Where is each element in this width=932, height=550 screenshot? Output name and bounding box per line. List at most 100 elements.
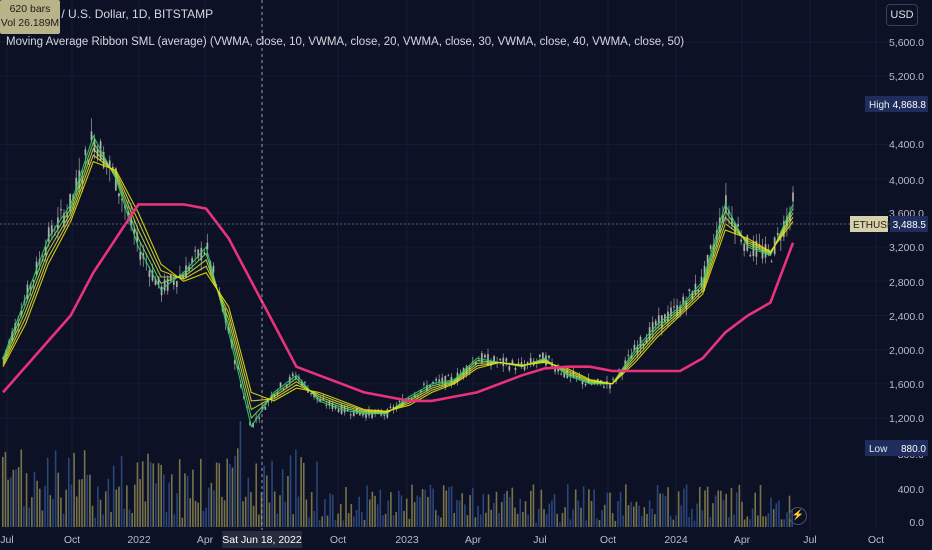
volume-bar	[363, 519, 366, 527]
volume-bar	[247, 477, 250, 527]
candle-body	[435, 378, 438, 381]
candle-body	[118, 193, 120, 197]
volume-bar	[65, 489, 67, 527]
candle-body	[676, 305, 678, 317]
volume-bar	[395, 512, 397, 527]
volume-bar	[91, 505, 94, 527]
candle-body	[502, 357, 505, 366]
candle-body	[779, 239, 782, 241]
volume-bar	[160, 464, 162, 527]
volume-bar	[588, 489, 590, 527]
volume-bar	[68, 457, 70, 527]
badge-label-bg	[865, 96, 893, 112]
volume-bar	[178, 459, 181, 527]
candle-body	[32, 280, 35, 282]
candle-body	[627, 354, 630, 356]
volume-bar	[598, 520, 601, 527]
volume-bar	[530, 490, 532, 527]
symbol-badge-bg	[850, 216, 888, 232]
candle-body	[236, 366, 239, 370]
candle-body	[419, 389, 422, 392]
volume-bar	[635, 501, 638, 527]
volume-bar	[342, 520, 345, 527]
volume-bar	[236, 448, 239, 527]
candle-body	[108, 160, 111, 169]
volume-bar	[432, 488, 434, 527]
volume-bar	[506, 490, 508, 527]
volume-bar	[149, 461, 152, 527]
volume-bar	[23, 506, 25, 527]
candle-body	[69, 193, 72, 212]
volume-bar	[683, 488, 685, 527]
last-value-bg	[890, 216, 928, 232]
candle-body	[84, 149, 87, 156]
time-tick-label: Apr	[197, 534, 214, 546]
candles	[2, 118, 794, 429]
volume-bar	[632, 506, 635, 527]
price-tick-label: 4,400.0	[889, 139, 924, 151]
moving-averages	[2, 134, 795, 428]
volume-bar	[733, 514, 735, 527]
bolt-icon[interactable]: ⚡	[789, 507, 807, 525]
volume-bar	[36, 480, 38, 527]
volume-bar	[205, 507, 207, 527]
candle-body	[673, 306, 675, 308]
volume-bar	[202, 510, 205, 527]
candle-body	[362, 413, 364, 416]
candle-body	[429, 385, 431, 388]
candle-body	[398, 400, 401, 402]
volume-bar	[89, 474, 91, 527]
bars-tooltip: 620 bars Vol 26.189M	[0, 0, 60, 34]
volume-bar	[596, 518, 598, 527]
volume-bar	[62, 513, 65, 527]
time-tick-label: Oct	[600, 534, 616, 546]
candle-body	[212, 265, 215, 273]
volume-bar	[329, 493, 331, 527]
time-tick-label: 2022	[127, 534, 151, 546]
volume-bar	[334, 519, 337, 527]
volume-bar	[376, 504, 379, 527]
volume-bar	[44, 485, 46, 527]
volume-bar	[4, 451, 7, 527]
volume-bar	[337, 513, 339, 527]
candle-body	[654, 320, 657, 326]
volume-bar	[500, 501, 503, 527]
volume-bar	[115, 489, 118, 527]
candle-body	[584, 383, 587, 386]
volume-bar	[339, 503, 342, 527]
chart-grid	[0, 0, 890, 530]
volume-bar	[28, 507, 30, 527]
candle-body	[233, 359, 236, 364]
volume-bar	[762, 516, 764, 527]
candle-body	[319, 399, 322, 403]
candle-body	[438, 379, 441, 382]
candle-body	[288, 376, 291, 383]
volume-bar	[764, 516, 767, 527]
volume-bar	[147, 453, 149, 527]
volume-bar	[775, 503, 778, 527]
volume-bar	[429, 484, 432, 527]
candle-body	[276, 392, 279, 395]
price-tick-label: 0.0	[909, 517, 924, 529]
volume-bar	[128, 509, 131, 527]
candle-body	[203, 252, 206, 255]
candle-body	[163, 279, 166, 291]
candle-body	[505, 358, 508, 362]
currency-button[interactable]: USD	[886, 4, 918, 26]
volume-bar	[123, 508, 126, 527]
volume-bar	[305, 499, 308, 527]
price-tick-label: 4,000.0	[889, 175, 924, 187]
badge-label-bg	[865, 440, 893, 456]
candle-body	[609, 384, 611, 389]
candle-body	[169, 274, 172, 282]
volume-bar	[503, 493, 506, 527]
candle-body	[712, 243, 715, 250]
time-tick-label: Oct	[868, 534, 884, 546]
candle-body	[602, 386, 605, 388]
volume-bar	[295, 449, 297, 527]
candle-body	[224, 314, 227, 323]
volume-bar	[717, 490, 720, 527]
candle-body	[121, 198, 123, 201]
volume-bar	[722, 500, 725, 527]
